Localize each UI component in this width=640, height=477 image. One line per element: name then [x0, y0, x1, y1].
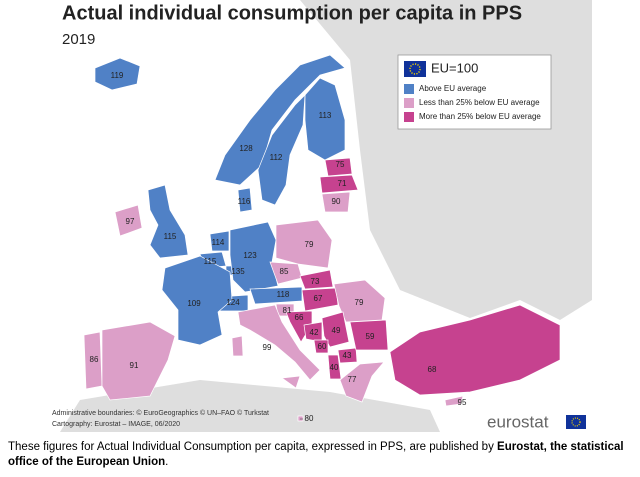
- region: [337, 347, 358, 364]
- region-value: 43: [343, 351, 352, 360]
- region-value: 115: [204, 257, 217, 266]
- region: [114, 204, 143, 237]
- legend-title: EU=100: [431, 60, 478, 75]
- region-value: 128: [239, 144, 253, 153]
- legend: EU=100 Above EU average Less than 25% bel…: [397, 54, 552, 130]
- region-value: 59: [366, 332, 375, 341]
- legend-items: Above EU average Less than 25% below EU a…: [404, 84, 541, 122]
- region: [147, 184, 189, 259]
- region-value: 135: [231, 267, 245, 276]
- region: [304, 77, 346, 161]
- legend-label: Less than 25% below EU average: [419, 98, 540, 107]
- logo-flag: [566, 415, 586, 429]
- region-value: 60: [318, 342, 327, 351]
- region-value: 77: [348, 375, 357, 384]
- region-value: 118: [277, 290, 290, 299]
- map: 119 113 128 112 116 75 71 90 97 115 114 115 135 123 79…: [52, 0, 592, 432]
- region-value: 115: [164, 232, 177, 241]
- legend-swatch: [404, 112, 414, 122]
- region-value: 112: [270, 153, 283, 162]
- credit: Administrative boundaries: © EuroGeograp…: [52, 409, 269, 417]
- title: Actual individual consumption per capita…: [62, 2, 522, 24]
- region-value: 71: [338, 179, 347, 188]
- region-value: 97: [126, 217, 135, 226]
- eu-stars: [409, 63, 421, 75]
- region-value: 116: [238, 197, 251, 206]
- credit: Cartography: Eurostat – IMAGE, 06/2020: [52, 421, 180, 428]
- legend-label: Above EU average: [419, 84, 487, 93]
- caption-bold: Eurostat, the statistical office of the …: [8, 441, 624, 468]
- caption: These figures for Actual Individual Cons…: [8, 440, 633, 470]
- region: [324, 157, 353, 177]
- region-value: 79: [355, 298, 364, 307]
- legend-swatch: [404, 98, 414, 108]
- region: [101, 321, 176, 401]
- caption-text: These figures for Actual Individual Cons…: [8, 441, 498, 453]
- region: [231, 304, 321, 389]
- region: [237, 187, 253, 213]
- region: [161, 255, 233, 346]
- region-value: 49: [332, 326, 341, 335]
- region-value: 113: [319, 111, 332, 120]
- region: [275, 219, 333, 269]
- region-value: 114: [212, 238, 225, 247]
- region: [229, 221, 279, 293]
- region: [321, 191, 351, 213]
- region-value: 95: [458, 398, 467, 407]
- region: [349, 319, 389, 351]
- region-value: 68: [428, 365, 437, 374]
- region: [94, 57, 141, 91]
- subtitle: 2019: [62, 31, 95, 48]
- region-value: 79: [305, 240, 314, 249]
- labels: 119 113 128 112 116 75 71 90 97 115 114 115 135 123 79…: [90, 71, 467, 423]
- region-value: 40: [330, 363, 339, 372]
- region-value: 80: [305, 414, 314, 423]
- region: [313, 339, 329, 354]
- region-value: 42: [310, 328, 319, 337]
- region-value: 99: [263, 343, 272, 352]
- region-value: 75: [336, 160, 345, 169]
- region: [299, 269, 334, 290]
- region: [257, 94, 306, 206]
- region: [301, 287, 339, 312]
- region: [209, 230, 230, 252]
- region: [249, 286, 303, 305]
- logo-stars: [571, 417, 581, 427]
- region-value: 81: [283, 306, 292, 315]
- eu-flag: [404, 61, 426, 77]
- region-value: 66: [295, 313, 304, 322]
- region: [297, 415, 304, 422]
- region: [389, 304, 561, 396]
- legend-swatch: [404, 84, 414, 94]
- region-value: 90: [332, 197, 341, 206]
- region: [319, 174, 359, 194]
- region-value: 123: [243, 251, 257, 260]
- regions: [83, 54, 561, 422]
- logo-text: eurostat: [487, 412, 549, 431]
- region: [444, 395, 464, 407]
- region-value: 109: [187, 299, 201, 308]
- region-value: 91: [130, 361, 139, 370]
- region-value: 86: [90, 355, 99, 364]
- region-value: 73: [311, 277, 320, 286]
- region: [339, 361, 385, 403]
- caption-end: .: [165, 456, 169, 468]
- region: [321, 311, 350, 348]
- region-value: 119: [111, 71, 124, 80]
- region-value: 85: [280, 267, 289, 276]
- region-value: 124: [226, 298, 240, 307]
- legend-label: More than 25% below EU average: [419, 112, 541, 121]
- region-value: 67: [314, 294, 323, 303]
